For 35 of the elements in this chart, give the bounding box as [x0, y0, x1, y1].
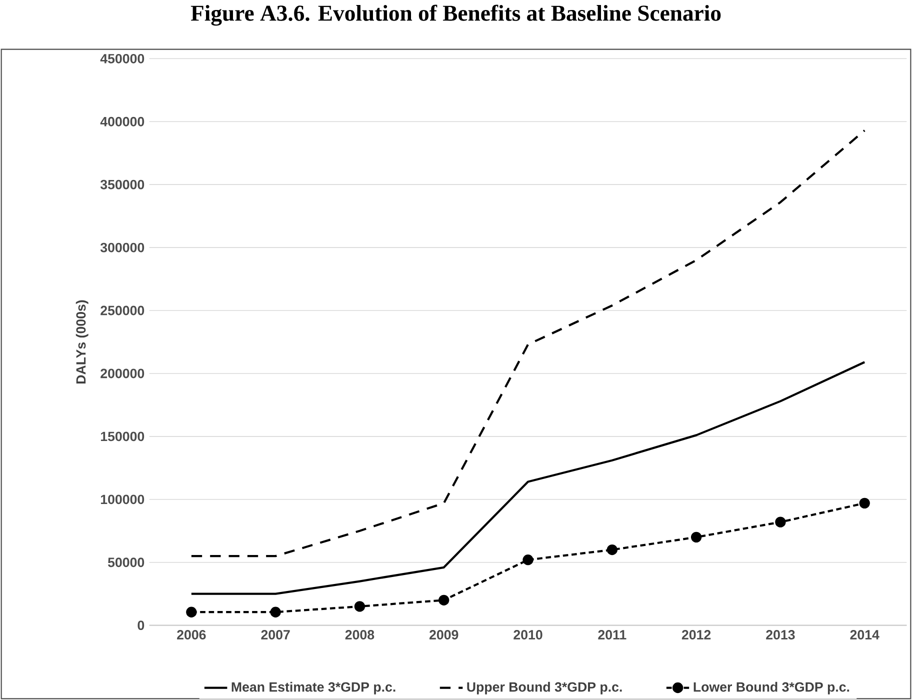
- point: [522, 554, 534, 566]
- point: [186, 606, 197, 618]
- point: [690, 532, 702, 543]
- x-tick-label: 2014: [850, 630, 880, 640]
- y-tick-label: 200000: [100, 368, 144, 378]
- line-series: [190, 129, 866, 558]
- y-tick-label: 250000: [100, 306, 144, 316]
- y-tick-label: 450000: [100, 54, 144, 64]
- y-tick-label: 400000: [100, 116, 144, 126]
- point: [354, 601, 366, 612]
- legend-label: Lower Bound 3*GDP p.c.: [694, 682, 850, 694]
- point: [606, 544, 618, 556]
- x-tick-label: 2013: [766, 630, 795, 640]
- point: [775, 516, 786, 528]
- y-tick-label: 0: [138, 620, 144, 630]
- x-tick-label: 2008: [345, 630, 374, 640]
- x-tick-label: 2009: [429, 630, 458, 640]
- point: [859, 498, 870, 509]
- y-tick-label: 350000: [100, 180, 144, 190]
- x-tick-label: 2010: [514, 630, 542, 640]
- chart-title: Figure A3.6. Evolution of Benefits at Baseline Scenario: [190, 4, 721, 26]
- x-tick-label: 2006: [177, 630, 206, 640]
- y-tick-label: 300000: [100, 242, 144, 252]
- point: [438, 594, 450, 606]
- y-axis-title: DALYs (000s): [76, 300, 88, 384]
- y-tick-label: 100000: [100, 494, 144, 504]
- y-tick-label: 50000: [108, 558, 144, 568]
- y-tick-label: 150000: [100, 432, 144, 442]
- point: [270, 606, 281, 618]
- x-tick-label: 2012: [682, 630, 711, 640]
- x-tick-label: 2011: [598, 630, 626, 640]
- x-tick-label: 2007: [261, 630, 290, 640]
- line-series: [190, 361, 866, 595]
- legend-label: Mean Estimate 3*GDP p.c.: [232, 682, 396, 694]
- legend-label: Upper Bound 3*GDP p.c.: [467, 682, 622, 694]
